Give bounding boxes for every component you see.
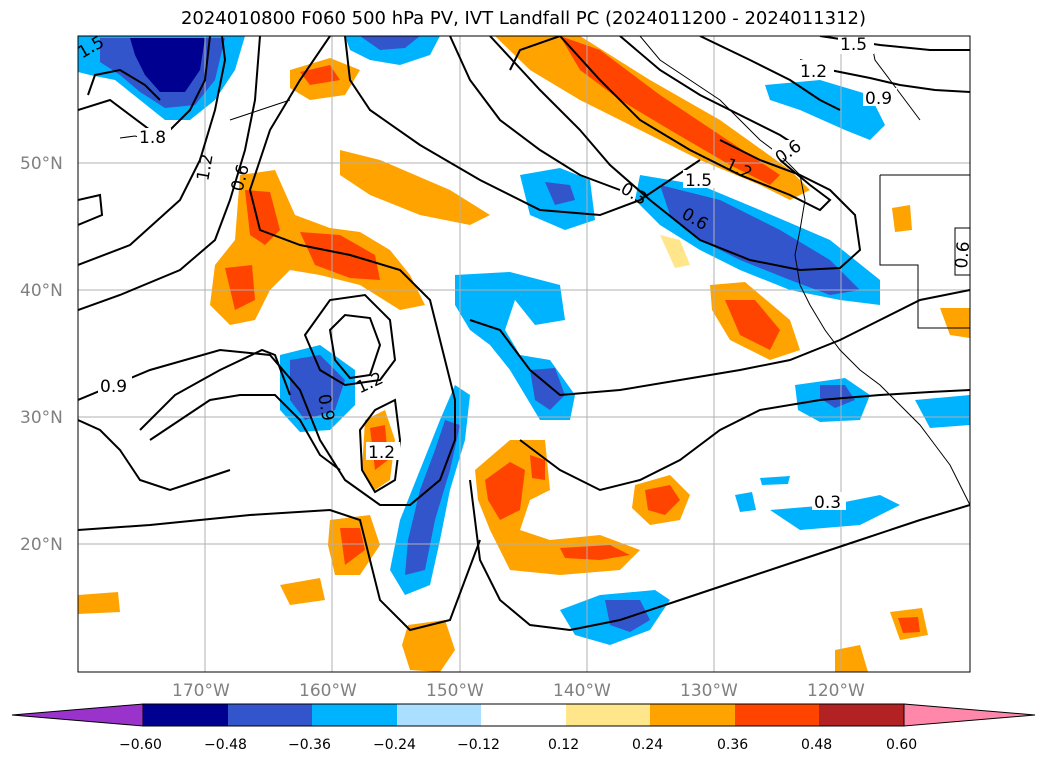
plot-title: 2024010800 F060 500 hPa PV, IVT Landfall… [180, 8, 867, 29]
colorbar-bin [397, 704, 481, 726]
colorbar-bin [735, 704, 819, 726]
contour-labels: 1.5 1.2 0.9 0.6 1.8 1.2 0.6 1.5 1.2 0.6 … [78, 35, 974, 513]
lon-label: 170°W [172, 681, 230, 701]
lat-label: 20°N [20, 535, 63, 555]
colorbar-tick: −0.48 [204, 737, 247, 753]
lon-label: 140°W [553, 681, 611, 701]
colorbar-tick: 0.24 [632, 737, 663, 753]
colorbar-bin [566, 704, 650, 726]
contour-label: 0.3 [814, 493, 841, 513]
map-frame [77, 35, 971, 673]
lon-label: 150°W [426, 681, 484, 701]
lon-label: 160°W [299, 681, 357, 701]
lat-label: 30°N [20, 408, 63, 428]
colorbar-tick: 0.12 [548, 737, 579, 753]
colorbar-tick: 0.36 [717, 737, 748, 753]
lat-labels: 50°N 40°N 30°N 20°N [20, 154, 63, 555]
contour-label: 1.2 [368, 443, 395, 463]
colorbar-extend-low [11, 703, 144, 727]
contour-label: 0.6 [952, 241, 974, 270]
colorbar-tick: 0.48 [801, 737, 832, 753]
lat-label: 50°N [20, 154, 63, 174]
colorbar-bin [481, 704, 566, 726]
contour-label: 0.9 [313, 393, 337, 423]
lat-label: 40°N [20, 281, 63, 301]
contour-label: 1.5 [685, 171, 712, 191]
colorbar-bin [143, 704, 228, 726]
colorbar-bin [228, 704, 312, 726]
map-area: 1.5 1.2 0.9 0.6 1.8 1.2 0.6 1.5 1.2 0.6 … [78, 35, 974, 672]
contour-label: 1.8 [139, 128, 166, 148]
contour-label: 0.9 [865, 89, 892, 109]
colorbar-bin [819, 704, 904, 726]
contour-label: 1.2 [193, 152, 217, 182]
colorbar-tick: −0.12 [457, 737, 500, 753]
lon-label: 130°W [680, 681, 738, 701]
colorbar-tick: −0.60 [119, 737, 162, 753]
colorbar-tick: −0.36 [288, 737, 331, 753]
contour-label: 1.5 [840, 35, 867, 55]
colorbar: −0.60 −0.48 −0.36 −0.24 −0.12 0.12 0.24 … [11, 703, 1036, 753]
gridlines [78, 36, 970, 672]
lon-label: 120°W [807, 681, 865, 701]
contour-label: 1.2 [800, 62, 827, 82]
colorbar-bin [650, 704, 735, 726]
colorbar-tick: 0.60 [886, 737, 917, 753]
colorbar-tick: −0.24 [373, 737, 416, 753]
contour-label: 0.9 [100, 377, 127, 397]
lon-labels: 170°W 160°W 150°W 140°W 130°W 120°W [172, 681, 865, 701]
colorbar-extend-high [903, 703, 1036, 727]
colorbar-bin [312, 704, 397, 726]
pv-contours [78, 36, 970, 632]
